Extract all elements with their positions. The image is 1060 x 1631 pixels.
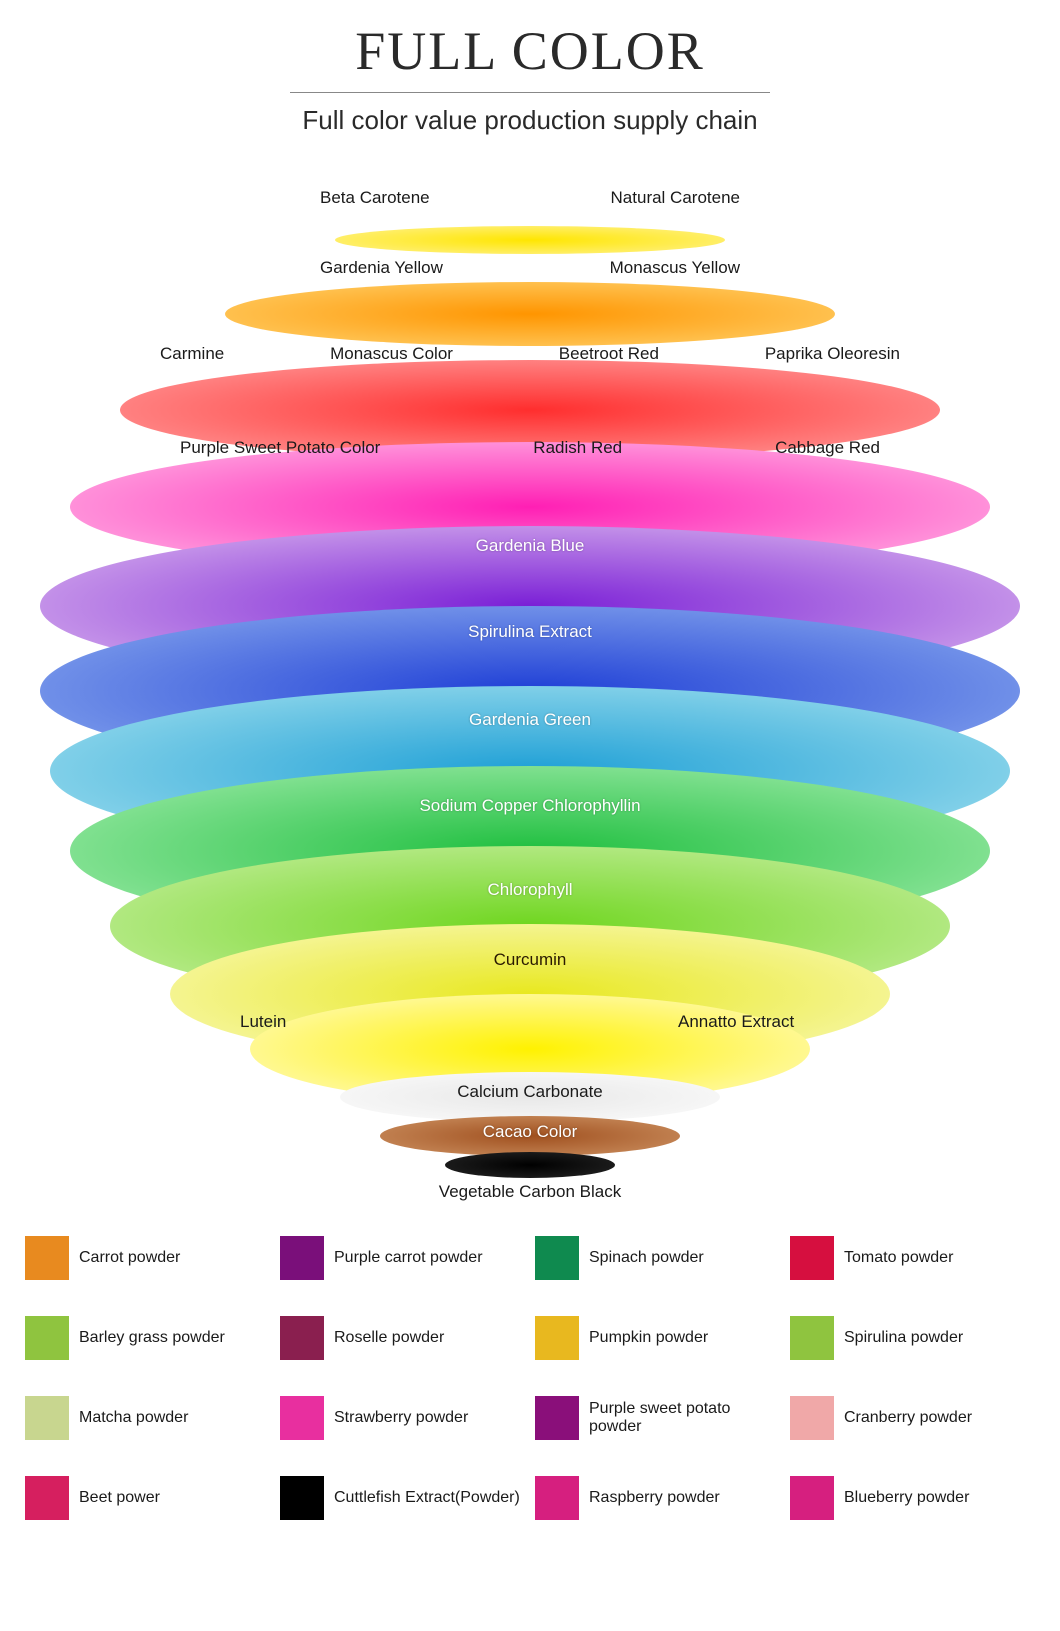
legend-item: Strawberry powder [280, 1396, 525, 1440]
legend-item: Blueberry powder [790, 1476, 1035, 1520]
funnel-layer-labels-8: Chlorophyll [430, 880, 630, 900]
legend-swatch [280, 1476, 324, 1520]
legend-swatch [535, 1236, 579, 1280]
funnel-label: Monascus Yellow [610, 258, 740, 278]
legend-swatch [280, 1396, 324, 1440]
legend-label: Carrot powder [79, 1249, 180, 1267]
title-divider [290, 92, 770, 93]
legend-swatch [535, 1396, 579, 1440]
legend-item: Cuttlefish Extract(Powder) [280, 1476, 525, 1520]
legend-label: Cuttlefish Extract(Powder) [334, 1489, 520, 1507]
funnel-label: Chlorophyll [487, 880, 572, 900]
funnel-label: Curcumin [494, 950, 567, 970]
legend-swatch [280, 1316, 324, 1360]
funnel-layer-labels-7: Sodium Copper Chlorophyllin [370, 796, 690, 816]
legend-item: Carrot powder [25, 1236, 270, 1280]
legend-label: Blueberry powder [844, 1489, 969, 1507]
legend-item: Beet power [25, 1476, 270, 1520]
legend-swatch [25, 1396, 69, 1440]
powder-legend: Carrot powder Purple carrot powder Spinach… [25, 1236, 1035, 1520]
funnel-label: Sodium Copper Chlorophyllin [419, 796, 640, 816]
funnel-label: Gardenia Yellow [320, 258, 443, 278]
funnel-label: Calcium Carbonate [457, 1082, 603, 1102]
funnel-label: Gardenia Blue [476, 536, 585, 556]
legend-swatch [25, 1476, 69, 1520]
funnel-label: Carmine [160, 344, 224, 364]
funnel-layer-13 [445, 1152, 615, 1178]
legend-swatch [25, 1236, 69, 1280]
legend-label: Roselle powder [334, 1329, 444, 1347]
legend-label: Purple sweet potato powder [589, 1400, 780, 1437]
funnel-layer-labels-4: Gardenia Blue [430, 536, 630, 556]
funnel-layer-0 [335, 226, 725, 254]
funnel-layer-labels-3: Purple Sweet Potato Color Radish Red Cabba… [180, 438, 880, 458]
page-subtitle: Full color value production supply chain [0, 105, 1060, 136]
funnel-layer-labels-5: Spirulina Extract [420, 622, 640, 642]
funnel-label: Monascus Color [330, 344, 453, 364]
legend-item: Raspberry powder [535, 1476, 780, 1520]
legend-label: Tomato powder [844, 1249, 953, 1267]
funnel-layer-labels-6: Gardenia Green [420, 710, 640, 730]
funnel-label: Spirulina Extract [468, 622, 592, 642]
legend-swatch [790, 1236, 834, 1280]
funnel-label: Beta Carotene [320, 188, 430, 208]
funnel-side-label-left: Lutein [240, 1012, 286, 1032]
funnel-layer-labels-13: Vegetable Carbon Black [400, 1182, 660, 1202]
legend-swatch [790, 1316, 834, 1360]
legend-item: Spirulina powder [790, 1316, 1035, 1360]
legend-label: Barley grass powder [79, 1329, 225, 1347]
legend-swatch [790, 1476, 834, 1520]
color-funnel-diagram: Beta Carotene Natural Carotene Gardenia Ye… [0, 176, 1060, 1216]
legend-item: Pumpkin powder [535, 1316, 780, 1360]
legend-label: Matcha powder [79, 1409, 188, 1427]
funnel-label: Radish Red [533, 438, 622, 458]
legend-label: Raspberry powder [589, 1489, 720, 1507]
legend-item: Roselle powder [280, 1316, 525, 1360]
legend-label: Spirulina powder [844, 1329, 963, 1347]
funnel-label: Gardenia Green [469, 710, 591, 730]
funnel-ellipse-13 [445, 1152, 615, 1178]
legend-item: Matcha powder [25, 1396, 270, 1440]
legend-swatch [25, 1316, 69, 1360]
funnel-layer-1 [225, 282, 835, 346]
funnel-label: Beetroot Red [559, 344, 659, 364]
funnel-layer-labels-12: Cacao Color [430, 1122, 630, 1142]
page-title: FULL COLOR [0, 20, 1060, 82]
legend-label: Strawberry powder [334, 1409, 468, 1427]
legend-swatch [280, 1236, 324, 1280]
funnel-label: Cacao Color [483, 1122, 578, 1142]
funnel-layer-labels-9: Curcumin [430, 950, 630, 970]
legend-label: Cranberry powder [844, 1409, 972, 1427]
legend-item: Tomato powder [790, 1236, 1035, 1280]
legend-label: Spinach powder [589, 1249, 704, 1267]
legend-item: Spinach powder [535, 1236, 780, 1280]
funnel-layer-labels-0: Beta Carotene Natural Carotene [320, 188, 740, 208]
legend-swatch [535, 1316, 579, 1360]
legend-item: Purple carrot powder [280, 1236, 525, 1280]
legend-label: Beet power [79, 1489, 160, 1507]
legend-item: Cranberry powder [790, 1396, 1035, 1440]
funnel-label: Paprika Oleoresin [765, 344, 900, 364]
funnel-label: Natural Carotene [611, 188, 740, 208]
legend-swatch [535, 1476, 579, 1520]
funnel-side-label-right: Annatto Extract [678, 1012, 794, 1032]
legend-swatch [790, 1396, 834, 1440]
legend-item: Barley grass powder [25, 1316, 270, 1360]
funnel-layer-labels-11: Calcium Carbonate [405, 1082, 655, 1102]
funnel-layer-labels-2: Carmine Monascus Color Beetroot Red Paprika… [160, 344, 900, 364]
funnel-label: Vegetable Carbon Black [439, 1182, 621, 1202]
funnel-label: Cabbage Red [775, 438, 880, 458]
header: FULL COLOR Full color value production s… [0, 0, 1060, 136]
legend-label: Purple carrot powder [334, 1249, 483, 1267]
legend-item: Purple sweet potato powder [535, 1396, 780, 1440]
funnel-ellipse-0 [335, 226, 725, 254]
legend-label: Pumpkin powder [589, 1329, 708, 1347]
funnel-label: Purple Sweet Potato Color [180, 438, 380, 458]
funnel-ellipse-1 [225, 282, 835, 346]
funnel-layer-labels-1: Gardenia Yellow Monascus Yellow [320, 258, 740, 278]
